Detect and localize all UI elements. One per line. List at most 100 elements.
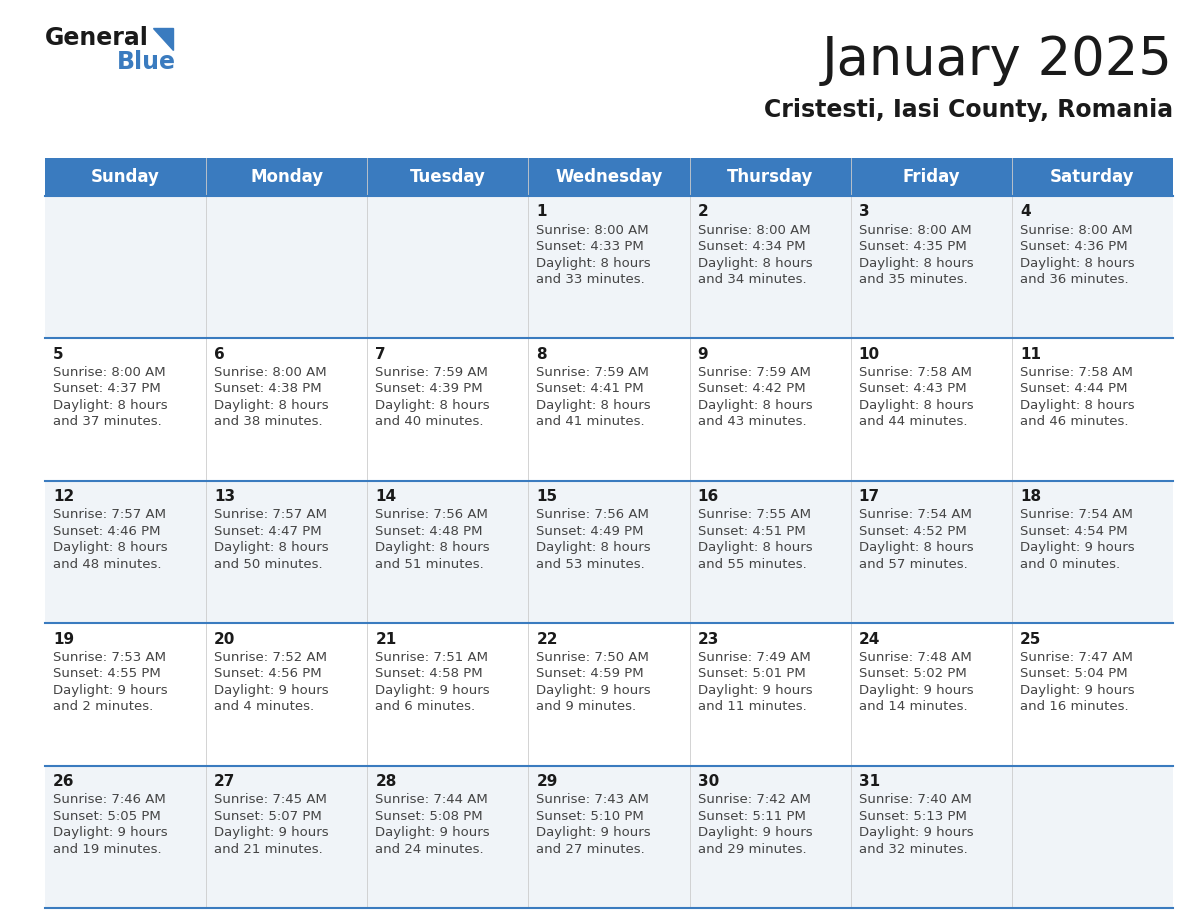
Text: and 16 minutes.: and 16 minutes. (1019, 700, 1129, 713)
Text: Daylight: 8 hours: Daylight: 8 hours (375, 542, 489, 554)
Text: Sunset: 4:54 PM: Sunset: 4:54 PM (1019, 525, 1127, 538)
Text: Sunday: Sunday (91, 168, 160, 186)
Text: Daylight: 8 hours: Daylight: 8 hours (859, 542, 973, 554)
Text: 26: 26 (53, 774, 75, 789)
Text: Daylight: 9 hours: Daylight: 9 hours (697, 684, 813, 697)
Text: Sunset: 5:07 PM: Sunset: 5:07 PM (214, 810, 322, 823)
Text: and 46 minutes.: and 46 minutes. (1019, 416, 1129, 429)
Text: Daylight: 9 hours: Daylight: 9 hours (375, 684, 489, 697)
Text: 11: 11 (1019, 347, 1041, 362)
Text: Sunset: 4:37 PM: Sunset: 4:37 PM (53, 383, 160, 396)
Text: General: General (45, 26, 148, 50)
Text: 14: 14 (375, 489, 397, 504)
Text: Sunrise: 8:00 AM: Sunrise: 8:00 AM (1019, 223, 1132, 237)
Text: Sunset: 4:51 PM: Sunset: 4:51 PM (697, 525, 805, 538)
Text: 13: 13 (214, 489, 235, 504)
Text: and 32 minutes.: and 32 minutes. (859, 843, 967, 856)
Text: and 37 minutes.: and 37 minutes. (53, 416, 162, 429)
Text: Daylight: 9 hours: Daylight: 9 hours (214, 826, 329, 839)
Text: and 0 minutes.: and 0 minutes. (1019, 558, 1120, 571)
Text: Blue: Blue (116, 50, 176, 74)
Text: Daylight: 8 hours: Daylight: 8 hours (697, 399, 813, 412)
Text: Sunrise: 7:57 AM: Sunrise: 7:57 AM (214, 509, 327, 521)
Text: Sunset: 4:43 PM: Sunset: 4:43 PM (859, 383, 966, 396)
Text: Sunrise: 7:47 AM: Sunrise: 7:47 AM (1019, 651, 1132, 664)
Text: and 55 minutes.: and 55 minutes. (697, 558, 807, 571)
Text: and 33 minutes.: and 33 minutes. (537, 273, 645, 286)
Text: Friday: Friday (903, 168, 960, 186)
Text: Sunset: 4:36 PM: Sunset: 4:36 PM (1019, 240, 1127, 253)
Text: Thursday: Thursday (727, 168, 814, 186)
Text: Sunset: 4:39 PM: Sunset: 4:39 PM (375, 383, 482, 396)
Text: Sunrise: 7:54 AM: Sunrise: 7:54 AM (1019, 509, 1132, 521)
Text: Daylight: 9 hours: Daylight: 9 hours (859, 684, 973, 697)
Text: Sunrise: 7:40 AM: Sunrise: 7:40 AM (859, 793, 972, 806)
Text: Sunrise: 7:55 AM: Sunrise: 7:55 AM (697, 509, 810, 521)
Text: and 11 minutes.: and 11 minutes. (697, 700, 807, 713)
Text: 3: 3 (859, 205, 870, 219)
Text: 21: 21 (375, 632, 397, 646)
Text: Sunrise: 8:00 AM: Sunrise: 8:00 AM (697, 223, 810, 237)
Text: Sunrise: 7:59 AM: Sunrise: 7:59 AM (697, 366, 810, 379)
Text: and 41 minutes.: and 41 minutes. (537, 416, 645, 429)
Bar (45, 623, 1173, 766)
Text: Daylight: 8 hours: Daylight: 8 hours (697, 256, 813, 270)
Text: 8: 8 (537, 347, 546, 362)
Bar (45, 339, 1173, 481)
Text: Sunset: 4:47 PM: Sunset: 4:47 PM (214, 525, 322, 538)
Text: Sunset: 5:10 PM: Sunset: 5:10 PM (537, 810, 644, 823)
Text: and 38 minutes.: and 38 minutes. (214, 416, 323, 429)
Text: Sunrise: 8:00 AM: Sunrise: 8:00 AM (537, 223, 649, 237)
Text: 16: 16 (697, 489, 719, 504)
Text: and 53 minutes.: and 53 minutes. (537, 558, 645, 571)
Text: Sunrise: 7:54 AM: Sunrise: 7:54 AM (859, 509, 972, 521)
Text: and 19 minutes.: and 19 minutes. (53, 843, 162, 856)
Text: and 44 minutes.: and 44 minutes. (859, 416, 967, 429)
Text: Sunset: 4:56 PM: Sunset: 4:56 PM (214, 667, 322, 680)
Text: Daylight: 9 hours: Daylight: 9 hours (1019, 684, 1135, 697)
Text: and 24 minutes.: and 24 minutes. (375, 843, 484, 856)
Text: Sunset: 4:49 PM: Sunset: 4:49 PM (537, 525, 644, 538)
Text: Daylight: 9 hours: Daylight: 9 hours (214, 684, 329, 697)
Text: Sunset: 5:11 PM: Sunset: 5:11 PM (697, 810, 805, 823)
Text: Sunrise: 7:43 AM: Sunrise: 7:43 AM (537, 793, 650, 806)
Text: 22: 22 (537, 632, 558, 646)
Text: and 6 minutes.: and 6 minutes. (375, 700, 475, 713)
Text: 9: 9 (697, 347, 708, 362)
Text: and 2 minutes.: and 2 minutes. (53, 700, 153, 713)
Text: and 57 minutes.: and 57 minutes. (859, 558, 967, 571)
Text: 2: 2 (697, 205, 708, 219)
Text: Sunrise: 8:00 AM: Sunrise: 8:00 AM (53, 366, 165, 379)
Bar (45, 158, 1173, 196)
Text: Sunrise: 7:42 AM: Sunrise: 7:42 AM (697, 793, 810, 806)
Text: Daylight: 8 hours: Daylight: 8 hours (53, 399, 168, 412)
Text: and 9 minutes.: and 9 minutes. (537, 700, 637, 713)
Bar (45, 196, 1173, 339)
Text: Daylight: 8 hours: Daylight: 8 hours (214, 399, 329, 412)
Text: January 2025: January 2025 (822, 34, 1173, 86)
Text: and 14 minutes.: and 14 minutes. (859, 700, 967, 713)
Text: Daylight: 8 hours: Daylight: 8 hours (214, 542, 329, 554)
Text: Sunrise: 7:58 AM: Sunrise: 7:58 AM (1019, 366, 1132, 379)
Text: 27: 27 (214, 774, 235, 789)
Text: Daylight: 8 hours: Daylight: 8 hours (859, 256, 973, 270)
Text: and 51 minutes.: and 51 minutes. (375, 558, 484, 571)
Text: Sunrise: 7:48 AM: Sunrise: 7:48 AM (859, 651, 972, 664)
Text: Sunset: 4:58 PM: Sunset: 4:58 PM (375, 667, 482, 680)
Text: and 43 minutes.: and 43 minutes. (697, 416, 807, 429)
Text: Sunset: 4:38 PM: Sunset: 4:38 PM (214, 383, 322, 396)
Text: 4: 4 (1019, 205, 1030, 219)
Text: Daylight: 9 hours: Daylight: 9 hours (537, 684, 651, 697)
Text: Daylight: 8 hours: Daylight: 8 hours (697, 542, 813, 554)
Text: Sunset: 5:08 PM: Sunset: 5:08 PM (375, 810, 482, 823)
Text: 12: 12 (53, 489, 74, 504)
Text: 24: 24 (859, 632, 880, 646)
Text: Daylight: 8 hours: Daylight: 8 hours (1019, 399, 1135, 412)
Text: 20: 20 (214, 632, 235, 646)
Text: 28: 28 (375, 774, 397, 789)
Text: Sunrise: 7:52 AM: Sunrise: 7:52 AM (214, 651, 327, 664)
Text: Sunset: 5:05 PM: Sunset: 5:05 PM (53, 810, 160, 823)
Text: Sunset: 4:33 PM: Sunset: 4:33 PM (537, 240, 644, 253)
Text: 23: 23 (697, 632, 719, 646)
Text: Sunset: 4:59 PM: Sunset: 4:59 PM (537, 667, 644, 680)
